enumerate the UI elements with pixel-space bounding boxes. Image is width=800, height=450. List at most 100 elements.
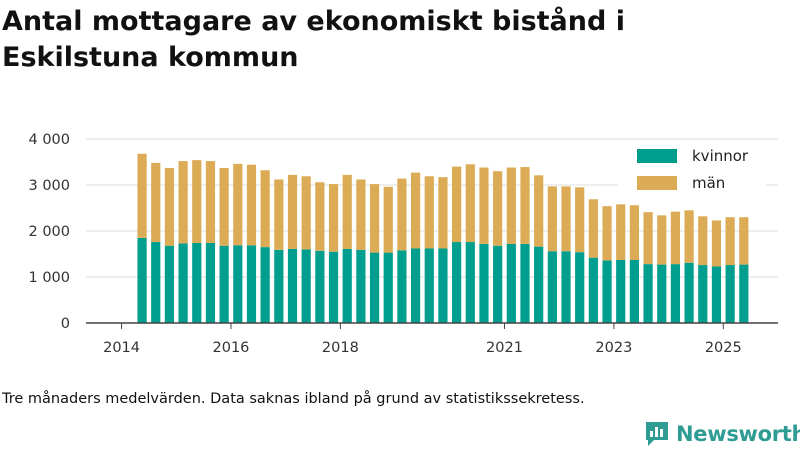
bar-man xyxy=(561,186,571,252)
bar-kvinnor xyxy=(151,242,161,323)
bar-kvinnor xyxy=(246,245,257,323)
bar-kvinnor xyxy=(192,242,202,323)
bar-man xyxy=(424,176,434,249)
bar-man xyxy=(739,217,749,265)
bar-kvinnor xyxy=(260,247,270,323)
bar-kvinnor xyxy=(383,252,393,323)
bar-kvinnor xyxy=(438,248,448,323)
bar-man xyxy=(657,215,667,265)
bar-kvinnor xyxy=(602,260,612,323)
x-tick-label: 2025 xyxy=(705,340,742,356)
bar-man xyxy=(192,160,202,243)
newsworthy-logo: Newsworthy xyxy=(644,419,800,449)
bar-kvinnor xyxy=(342,248,352,323)
bar-kvinnor xyxy=(670,264,681,323)
bar-kvinnor xyxy=(506,243,516,323)
bar-kvinnor xyxy=(301,249,311,323)
bar-man xyxy=(643,212,653,265)
bar-man xyxy=(493,171,503,246)
bar-kvinnor xyxy=(711,266,722,323)
bar-kvinnor xyxy=(493,245,503,323)
bar-kvinnor xyxy=(137,237,147,323)
legend-label: män xyxy=(692,174,725,192)
bar-man xyxy=(629,205,640,260)
bar-kvinnor xyxy=(643,264,653,323)
bar-man xyxy=(711,220,722,267)
legend: kvinnor män xyxy=(618,143,766,199)
bar-kvinnor xyxy=(575,252,585,323)
bar-man xyxy=(315,182,325,251)
y-tick-label: 4 000 xyxy=(28,132,70,148)
bar-kvinnor xyxy=(465,242,475,323)
y-tick-label: 0 xyxy=(61,316,70,332)
bar-man xyxy=(246,164,257,246)
bar-man xyxy=(260,170,270,248)
bar-man xyxy=(178,161,188,244)
legend-swatch xyxy=(637,176,677,190)
bar-kvinnor xyxy=(452,242,462,323)
bar-kvinnor xyxy=(205,242,216,323)
bar-man xyxy=(438,177,448,249)
bar-kvinnor xyxy=(274,249,284,323)
x-tick-label: 2016 xyxy=(213,340,250,356)
bar-kvinnor xyxy=(219,245,229,323)
bar-man xyxy=(479,167,489,244)
bar-kvinnor xyxy=(629,259,640,323)
chart-footnote: Tre månaders medelvärden. Data saknas ib… xyxy=(2,391,585,407)
bar-kvinnor xyxy=(547,251,557,323)
y-axis-tick-labels: 0 1 000 2 000 3 000 4 000 xyxy=(28,132,70,332)
bar-man xyxy=(698,216,708,266)
bars xyxy=(137,153,749,323)
bar-kvinnor xyxy=(287,248,298,323)
bar-man xyxy=(369,184,380,253)
legend-swatch xyxy=(637,149,677,163)
bar-man xyxy=(547,186,557,252)
bar-kvinnor xyxy=(657,264,667,323)
bar-man xyxy=(575,187,585,253)
bar-man xyxy=(684,210,694,263)
bar-man xyxy=(534,175,544,247)
y-tick-label: 2 000 xyxy=(28,224,70,240)
bar-man xyxy=(588,199,598,258)
bar-man xyxy=(725,217,735,266)
legend-label: kvinnor xyxy=(692,147,749,165)
bar-kvinnor xyxy=(356,249,366,323)
bar-kvinnor xyxy=(410,248,421,323)
bar-kvinnor xyxy=(233,245,243,323)
bar-man xyxy=(342,174,352,249)
bar-kvinnor xyxy=(684,262,694,323)
bar-man xyxy=(383,186,393,253)
bar-man xyxy=(151,162,161,243)
bar-man xyxy=(397,178,407,251)
bar-man xyxy=(616,204,626,260)
bar-kvinnor xyxy=(561,251,571,323)
bar-man xyxy=(465,164,475,243)
x-tick-label: 2014 xyxy=(103,340,140,356)
bar-man xyxy=(506,167,516,244)
bar-man xyxy=(205,161,216,243)
y-tick-label: 1 000 xyxy=(28,270,70,286)
bar-kvinnor xyxy=(588,257,598,323)
bar-man xyxy=(602,206,612,261)
y-tick-label: 3 000 xyxy=(28,178,70,194)
bar-man xyxy=(274,179,284,250)
x-axis-ticks: 2014 2016 2018 2021 2023 2025 xyxy=(103,323,742,356)
bar-kvinnor xyxy=(698,265,708,323)
bar-man xyxy=(452,166,462,243)
bar-man xyxy=(219,167,229,246)
bar-man xyxy=(520,167,530,244)
bar-kvinnor xyxy=(178,243,188,323)
bar-kvinnor xyxy=(616,259,626,323)
bar-kvinnor xyxy=(520,243,530,323)
bar-man xyxy=(164,167,175,246)
bar-man xyxy=(410,172,421,249)
bar-man xyxy=(233,163,243,246)
chart-title: Antal mottagare av ekonomiskt bistånd i … xyxy=(2,6,625,73)
bar-kvinnor xyxy=(424,248,434,323)
x-tick-label: 2023 xyxy=(595,340,632,356)
newsworthy-logo-text: Newsworthy xyxy=(676,422,800,446)
bar-kvinnor xyxy=(315,250,325,323)
bar-kvinnor xyxy=(534,246,544,323)
bar-kvinnor xyxy=(397,250,407,323)
